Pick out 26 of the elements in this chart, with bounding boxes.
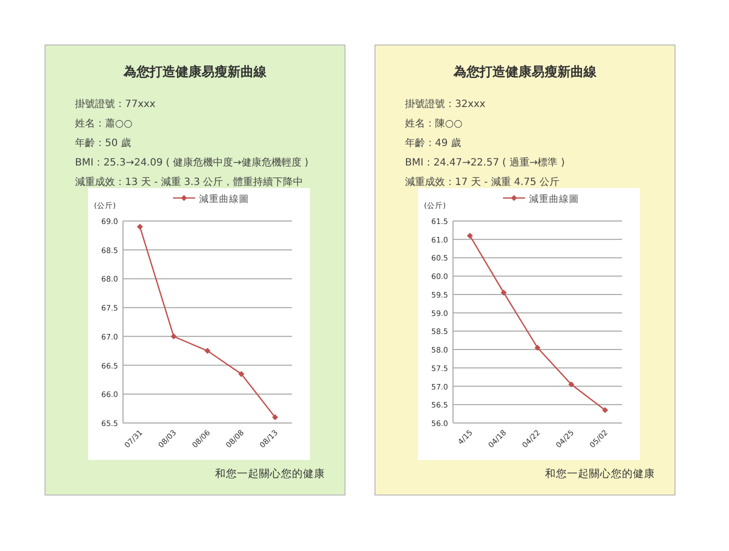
text: 減重成效：17 天 - 減重 4.75 公斤 (405, 176, 560, 188)
point (136, 224, 143, 230)
text: BMI：24.47→22.57 ( 過重→標準 ) (405, 156, 565, 168)
text: 姓名：蕭○○ (75, 118, 133, 130)
text: 姓名：陳○○ (405, 118, 463, 130)
point (534, 344, 540, 351)
point (602, 407, 608, 414)
point (170, 333, 177, 340)
point (500, 290, 507, 296)
point (204, 348, 210, 354)
point (568, 381, 574, 388)
text: 掛號證號：32xxx (405, 98, 486, 110)
legend-label: 減重曲線圖 (199, 193, 249, 205)
point (272, 414, 278, 420)
text: 年齡：50 歲 (75, 137, 131, 149)
text: BMI：25.3→24.09 ( 健康危機中度→健康危機輕度 ) (75, 156, 309, 168)
text: 減重成效：13 天 - 減重 3.3 公斤，體重持續下降中 (75, 176, 304, 188)
legend-label: 減重曲線圖 (529, 193, 579, 205)
text: 和您一起關心您的健康 (545, 467, 655, 480)
chart-title: 為您打造健康易瘦新曲線 (122, 64, 268, 80)
chart-title: 為您打造健康易瘦新曲線 (452, 64, 598, 80)
text: 年齡：49 歲 (405, 137, 461, 149)
text: 掛號證號：77xxx (75, 98, 156, 110)
text: 和您一起關心您的健康 (215, 467, 325, 480)
point (466, 232, 473, 239)
point (238, 370, 244, 377)
